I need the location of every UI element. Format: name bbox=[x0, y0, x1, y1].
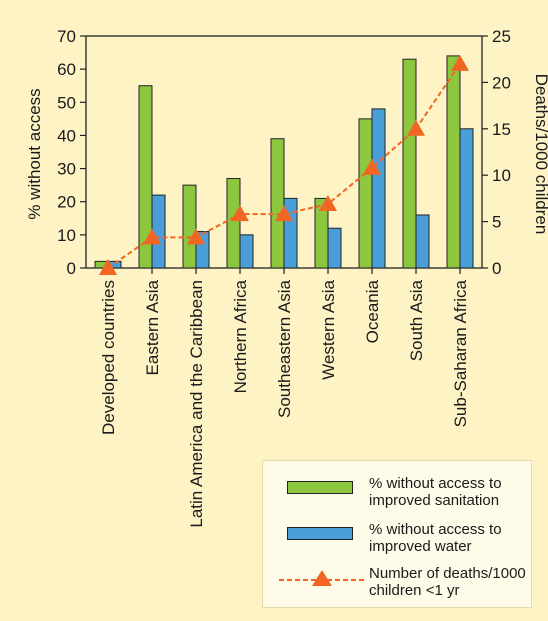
y2-tick-label-5: 25 bbox=[492, 27, 511, 46]
bar-sanitation-8 bbox=[446, 55, 461, 269]
deaths-point-1 bbox=[143, 228, 161, 245]
x-tick-label-8: Sub-Saharan Africa bbox=[451, 279, 470, 427]
deaths-point-3 bbox=[231, 205, 249, 222]
x-tick-label-2: Latin America and the Caribbean bbox=[187, 280, 206, 528]
x-tick-label-1: Eastern Asia bbox=[143, 279, 162, 375]
y2-tick-label-2: 10 bbox=[492, 166, 511, 185]
legend-item-water: % without access to improved water bbox=[273, 521, 529, 561]
bar-water-7 bbox=[415, 214, 430, 269]
x-tick-label-6: Oceania bbox=[363, 279, 382, 343]
bar-sanitation-3 bbox=[226, 178, 241, 269]
bar-water-3 bbox=[239, 234, 254, 269]
y2-tick-label-4: 20 bbox=[492, 73, 511, 92]
x-tick-label-4: Southeastern Asia bbox=[275, 279, 294, 418]
y2-axis-label: Deaths/1000 children bbox=[532, 74, 548, 235]
deaths-line bbox=[107, 63, 461, 269]
y-tick-label-2: 20 bbox=[57, 193, 76, 212]
deaths-point-4 bbox=[275, 205, 293, 222]
y-axis-label: % without access bbox=[25, 88, 44, 219]
x-tick-label-5: Western Asia bbox=[319, 279, 338, 379]
y-tick-label-4: 40 bbox=[57, 126, 76, 145]
plot-area: 0 10 20 30 40 50 60 70 0 5 10 15 20 25 Developed count… bbox=[57, 27, 511, 528]
bar-water-6 bbox=[371, 108, 386, 269]
bar-water-8 bbox=[459, 128, 474, 269]
legend-item-deaths: Number of deaths/1000 children <1 yr bbox=[273, 565, 529, 605]
y-tick-label-0: 0 bbox=[67, 259, 76, 278]
y2-tick-label-1: 5 bbox=[492, 213, 501, 232]
y-tick-label-5: 50 bbox=[57, 93, 76, 112]
legend-swatch-water bbox=[287, 527, 353, 540]
legend-label-water: % without access to improved water bbox=[369, 521, 502, 555]
bar-sanitation-1 bbox=[138, 85, 153, 269]
deaths-point-8 bbox=[451, 54, 469, 71]
x-tick-label-7: South Asia bbox=[407, 279, 426, 361]
legend-swatch-sanitation bbox=[287, 481, 353, 494]
legend-label-deaths: Number of deaths/1000 children <1 yr bbox=[369, 565, 526, 599]
deaths-point-0 bbox=[99, 259, 117, 275]
bar-sanitation-7 bbox=[402, 58, 417, 269]
legend-item-sanitation: % without access to improved sanitation bbox=[273, 475, 529, 515]
y-tick-label-6: 60 bbox=[57, 60, 76, 79]
bar-sanitation-4 bbox=[270, 138, 285, 269]
x-tick-label-3: Northern Africa bbox=[231, 279, 250, 393]
bar-water-5 bbox=[327, 227, 342, 269]
x-tick-label-0: Developed countries bbox=[99, 280, 118, 435]
legend: % without access to improved sanitation … bbox=[262, 460, 532, 608]
legend-label-sanitation: % without access to improved sanitation bbox=[369, 475, 502, 509]
deaths-point-6 bbox=[363, 158, 381, 175]
y2-tick-label-3: 15 bbox=[492, 120, 511, 139]
bar-sanitation-2 bbox=[182, 184, 197, 269]
deaths-point-5 bbox=[319, 194, 337, 211]
deaths-point-7 bbox=[407, 119, 425, 136]
y2-tick-label-0: 0 bbox=[492, 259, 501, 278]
bar-water-1 bbox=[151, 194, 166, 269]
y-tick-label-3: 30 bbox=[57, 160, 76, 179]
deaths-point-2 bbox=[187, 228, 205, 245]
y-tick-label-7: 70 bbox=[57, 27, 76, 46]
legend-line-deaths bbox=[279, 570, 365, 586]
bar-sanitation-6 bbox=[358, 118, 373, 269]
y-tick-label-1: 10 bbox=[57, 226, 76, 245]
